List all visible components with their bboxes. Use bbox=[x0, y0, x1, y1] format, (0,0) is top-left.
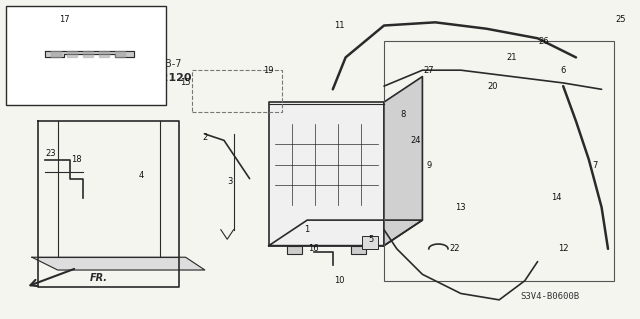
Text: 20: 20 bbox=[488, 82, 498, 91]
Polygon shape bbox=[45, 51, 134, 57]
Text: 10: 10 bbox=[334, 276, 344, 285]
Text: 14: 14 bbox=[552, 193, 562, 202]
Text: B-7: B-7 bbox=[164, 59, 181, 69]
Text: 18: 18 bbox=[72, 155, 82, 164]
Bar bbox=[6, 6, 166, 105]
Polygon shape bbox=[32, 257, 205, 270]
Text: 12: 12 bbox=[558, 244, 568, 253]
Text: 4: 4 bbox=[138, 171, 143, 180]
Polygon shape bbox=[67, 51, 77, 57]
Text: 9: 9 bbox=[426, 161, 431, 170]
Text: 22: 22 bbox=[449, 244, 460, 253]
Polygon shape bbox=[269, 102, 384, 246]
Polygon shape bbox=[384, 77, 422, 246]
Text: 21: 21 bbox=[507, 53, 517, 62]
Text: 8: 8 bbox=[401, 110, 406, 119]
Text: 13: 13 bbox=[456, 203, 466, 212]
Text: 6: 6 bbox=[561, 66, 566, 75]
Text: FR.: FR. bbox=[90, 272, 108, 283]
Text: 26: 26 bbox=[539, 37, 549, 46]
Text: 7: 7 bbox=[593, 161, 598, 170]
Text: 3: 3 bbox=[228, 177, 233, 186]
Text: 19: 19 bbox=[264, 66, 274, 75]
Polygon shape bbox=[83, 51, 93, 57]
Bar bbox=[192, 70, 282, 112]
Polygon shape bbox=[99, 51, 109, 57]
Polygon shape bbox=[287, 246, 302, 254]
Polygon shape bbox=[351, 246, 366, 254]
Bar bbox=[384, 41, 614, 281]
Text: 32120: 32120 bbox=[154, 73, 192, 83]
Text: 5: 5 bbox=[369, 235, 374, 244]
Text: 23: 23 bbox=[46, 149, 56, 158]
Bar bbox=[362, 236, 378, 249]
Polygon shape bbox=[115, 51, 125, 57]
Text: S3V4-B0600B: S3V4-B0600B bbox=[521, 292, 580, 301]
Text: 17: 17 bbox=[59, 15, 69, 24]
Text: 25: 25 bbox=[616, 15, 626, 24]
Text: 15: 15 bbox=[180, 78, 191, 87]
Polygon shape bbox=[269, 220, 422, 246]
Text: 16: 16 bbox=[308, 244, 319, 253]
Polygon shape bbox=[51, 51, 61, 57]
Text: 2: 2 bbox=[202, 133, 207, 142]
Text: 1: 1 bbox=[305, 225, 310, 234]
Text: 27: 27 bbox=[424, 66, 434, 75]
Text: 24: 24 bbox=[411, 136, 421, 145]
Text: 11: 11 bbox=[334, 21, 344, 30]
